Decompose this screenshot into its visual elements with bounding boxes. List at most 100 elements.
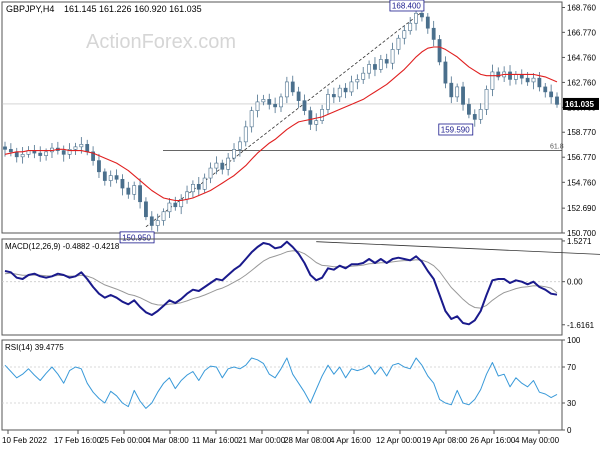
price-candle-body xyxy=(478,109,483,120)
price-tick-label: 162.760 xyxy=(567,78,596,87)
price-candle-body xyxy=(513,74,518,80)
current-price-label: 161.035 xyxy=(565,100,594,109)
price-candle-body xyxy=(349,81,354,93)
macd-panel-frame xyxy=(1,238,563,336)
time-tick-label: 4 May 00:00 xyxy=(515,436,560,445)
price-candle-body xyxy=(214,162,219,169)
time-tick-label: 10 Feb 2022 xyxy=(2,436,47,445)
price-candle-body xyxy=(120,179,125,189)
price-candle-body xyxy=(167,202,172,213)
price-candle-body xyxy=(149,216,154,226)
price-candle-body xyxy=(73,146,78,150)
price-candle-body xyxy=(343,87,348,93)
price-candle-body xyxy=(38,152,43,156)
price-candle-body xyxy=(367,64,371,74)
price-tick-label: 154.760 xyxy=(567,178,596,187)
price-candle-body xyxy=(8,149,13,153)
price-candle-body xyxy=(384,59,389,64)
price-candle-body xyxy=(284,81,289,98)
price-candle-body xyxy=(3,146,7,150)
price-candle-body xyxy=(549,91,554,98)
chart-header-symbol: GBPJPY,H4 xyxy=(6,4,54,14)
price-candle-body xyxy=(132,185,137,195)
price-candle-body xyxy=(461,86,465,105)
time-tick-label: 21 Mar 00:00 xyxy=(238,436,286,445)
price-candle-body xyxy=(243,126,248,143)
price-candle-body xyxy=(44,151,49,156)
macd-tick-label: 0.00 xyxy=(567,278,583,287)
price-candle-body xyxy=(390,49,395,64)
price-candle-body xyxy=(179,198,184,208)
price-candle-body xyxy=(408,22,413,32)
rsi-tick-label: 0 xyxy=(567,426,572,435)
current-price-box xyxy=(563,97,599,110)
price-candle-body xyxy=(267,99,272,105)
price-candle-body xyxy=(237,141,242,150)
price-candle-body xyxy=(144,201,148,218)
fib-618-label: 61.8 xyxy=(550,144,564,151)
price-candle-body xyxy=(519,74,524,79)
time-tick-label: 28 Mar 08:00 xyxy=(284,436,332,445)
price-candle-body xyxy=(302,100,307,111)
price-panel-frame xyxy=(1,1,563,234)
price-candle-body xyxy=(196,184,201,190)
price-candle-body xyxy=(443,61,448,84)
price-candle-body xyxy=(361,72,366,80)
price-tick-label: 156.770 xyxy=(567,153,596,162)
price-candle-body xyxy=(85,144,90,153)
price-tick-label: 166.770 xyxy=(567,28,596,37)
macd-tick-label: -1.6161 xyxy=(567,321,595,330)
price-candle-body xyxy=(296,91,301,101)
price-candle-body xyxy=(155,220,160,226)
time-tick-label: 19 Apr 08:00 xyxy=(422,436,468,445)
macd-tick-label: 1.5271 xyxy=(567,237,592,246)
rsi-tick-label: 70 xyxy=(567,363,576,372)
price-candle-body xyxy=(537,77,542,88)
price-candle-body xyxy=(20,154,25,158)
price-candle-body xyxy=(555,96,559,105)
price-candle-body xyxy=(279,96,283,108)
price-candle-body xyxy=(396,37,401,50)
price-tick-label: 150.700 xyxy=(567,229,596,238)
price-candle-body xyxy=(161,211,166,221)
price-candle-body xyxy=(337,87,342,98)
rsi-line xyxy=(4,357,558,409)
price-candle-body xyxy=(373,64,377,70)
price-candle-body xyxy=(126,187,131,195)
price-candle-body xyxy=(378,59,383,70)
price-tick-label: 168.760 xyxy=(567,3,596,12)
price-annotation-label: 168.400 xyxy=(392,1,421,10)
price-annotation-box xyxy=(438,123,474,136)
price-candle-body xyxy=(185,191,189,200)
macd-trendline xyxy=(316,241,600,255)
price-candle-body xyxy=(102,171,107,181)
rsi-panel: 100 70 30 0 RSI(14) 39.4775 xyxy=(1,336,581,435)
price-candle-body xyxy=(326,94,330,110)
price-candle-body xyxy=(490,71,495,90)
price-candle-body xyxy=(220,162,225,170)
price-candle-body xyxy=(543,86,548,93)
price-candle-body xyxy=(308,110,313,125)
time-tick-label: 26 Apr 16:00 xyxy=(470,436,516,445)
price-tick-label: 164.760 xyxy=(567,53,596,62)
price-candle-body xyxy=(531,77,536,83)
price-candle-body xyxy=(208,167,213,179)
price-candle-body xyxy=(249,110,254,128)
rsi-title: RSI(14) 39.4775 xyxy=(5,343,64,352)
price-candle-body xyxy=(331,94,336,98)
price-candle-body xyxy=(525,77,530,83)
price-annotation-label: 150.950 xyxy=(122,233,151,242)
price-candle-body xyxy=(496,71,501,78)
price-panel: 168.760166.770164.760162.760160.760158.7… xyxy=(1,0,599,244)
price-candle-body xyxy=(431,27,436,40)
price-annotation-label: 159.590 xyxy=(441,125,470,134)
macd-main-line xyxy=(4,240,558,326)
price-candle-body xyxy=(191,184,195,193)
time-tick-label: 4 Apr 16:00 xyxy=(330,436,371,445)
price-candle-body xyxy=(202,177,207,190)
time-tick-label: 17 Feb 16:00 xyxy=(54,436,102,445)
price-trendline xyxy=(145,11,423,228)
price-candle-body xyxy=(402,30,407,39)
macd-panel: 1.5271 0.00 -1.6161 MACD(12,26,9) -0.4882 -… xyxy=(1,237,600,336)
